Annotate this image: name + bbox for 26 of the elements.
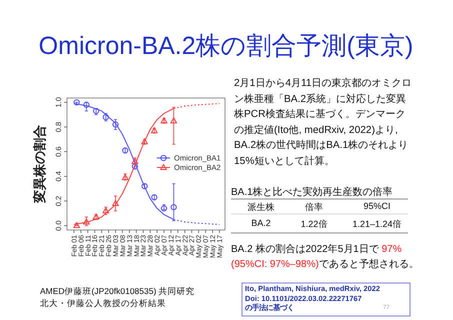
annotation: 北大・伊藤公人教授の分析結果: [40, 298, 166, 310]
point: [122, 174, 129, 180]
ylabel: 変異株の割合: [32, 125, 47, 203]
annotation: 派生株: [248, 201, 274, 214]
point: [83, 218, 90, 224]
annotation: 97%: [382, 244, 402, 255]
point: [74, 99, 80, 106]
annotation: (95%CI: 97%–98%): [231, 259, 319, 270]
point: [170, 117, 178, 124]
point: [132, 158, 138, 164]
annotation: 倍率: [305, 201, 323, 214]
point: [112, 200, 119, 206]
annotation: BA.2: [251, 218, 271, 228]
title: Omicron-BA.2株の割合予測(東京): [38, 32, 414, 60]
annotation: 1.22倍: [300, 218, 328, 231]
point: [83, 102, 90, 108]
point: [112, 121, 119, 128]
annotation: AMED伊藤班(JP20fk0108535) 共同研究: [40, 286, 195, 298]
point: [73, 222, 80, 228]
annotation: 2月1日から4月11日の東京都のオミクロン株亜種「BA.2系統」に対応した変異株PCR検査結果に基づく。デンマークの推定値(Ito他, medRxiv, 2022)より, BA.2株の世代時間はBA.1株のそれより15%短いとして計算。: [234, 76, 413, 168]
annotation: BA.2 株の割合は2022年5月1日で: [231, 244, 380, 255]
annotation: であると予想される。: [318, 259, 419, 270]
point: [170, 204, 177, 210]
annotation: 1.21–1.24倍: [352, 218, 402, 231]
annotation: BA.1株と比べた実効再生産数の倍率: [231, 186, 393, 199]
annotation: 95%CI: [364, 201, 390, 211]
